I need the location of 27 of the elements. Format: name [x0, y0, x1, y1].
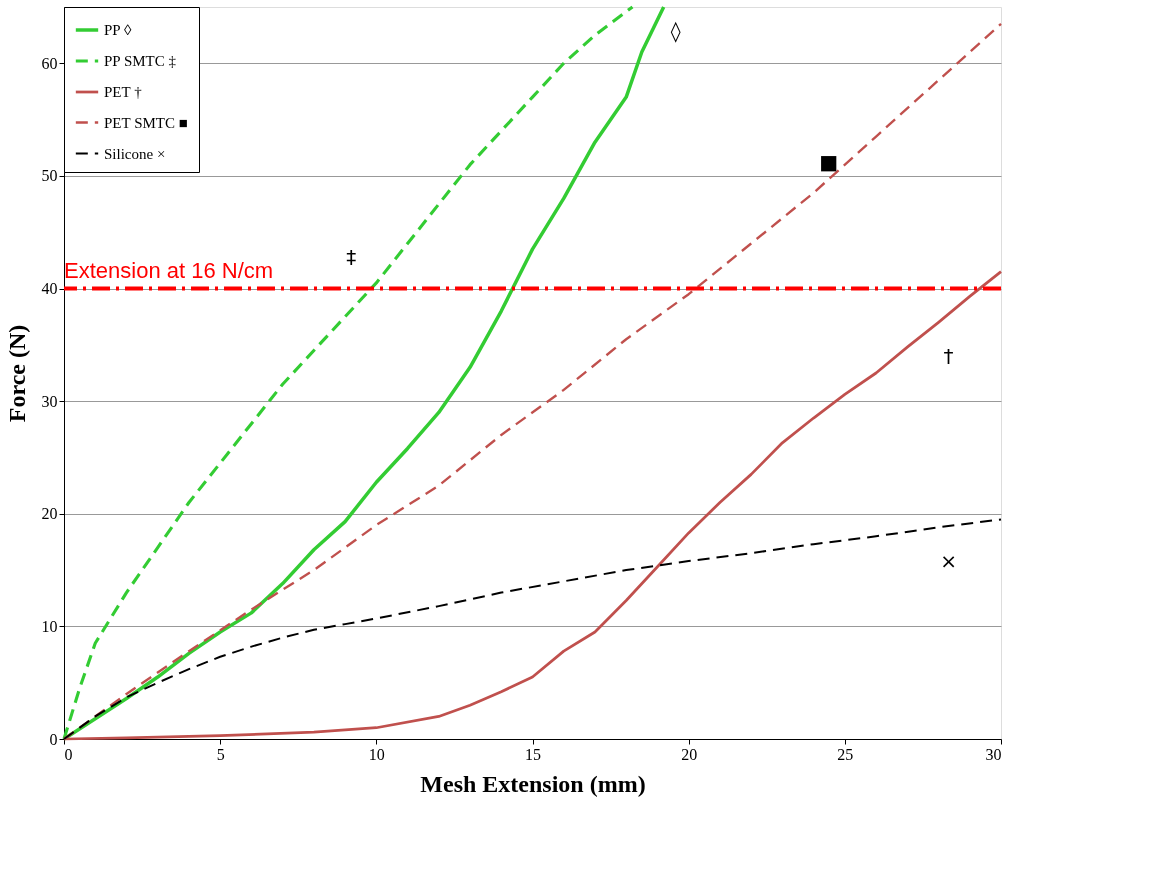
legend-label: PET † — [104, 84, 143, 100]
y-tick-label: 10 — [41, 617, 58, 635]
annotation: ◊ — [670, 19, 681, 43]
legend-label: PET SMTC ■ — [104, 114, 188, 131]
legend-label: PP ◊ — [104, 22, 132, 38]
x-tick-label: 5 — [216, 745, 225, 763]
x-tick-label: 0 — [64, 745, 73, 763]
x-tick-label: 15 — [525, 745, 541, 763]
annotation: × — [940, 549, 957, 574]
y-tick-label: 0 — [49, 730, 58, 748]
x-tick-label: 30 — [985, 745, 1002, 763]
y-tick-label: 50 — [41, 167, 58, 185]
legend-label: Silicone × — [104, 145, 166, 162]
y-tick-label: 60 — [41, 54, 58, 72]
y-axis-title: Force (N) — [3, 324, 30, 423]
x-tick-label: 10 — [368, 745, 385, 763]
x-tick-label: 20 — [681, 745, 698, 763]
y-tick-label: 20 — [41, 505, 58, 523]
x-tick-label: 25 — [837, 745, 854, 763]
legend-label: PP SMTC ‡ — [104, 53, 177, 69]
y-tick-label: 30 — [41, 392, 58, 410]
annotation: † — [943, 344, 954, 369]
annotation: ‡ — [346, 244, 357, 269]
x-axis-title: Mesh Extension (mm) — [420, 770, 646, 797]
annotation: ■ — [819, 149, 839, 174]
ref-line-label: Extension at 16 N/cm — [64, 257, 274, 283]
y-tick-label: 40 — [41, 280, 58, 298]
